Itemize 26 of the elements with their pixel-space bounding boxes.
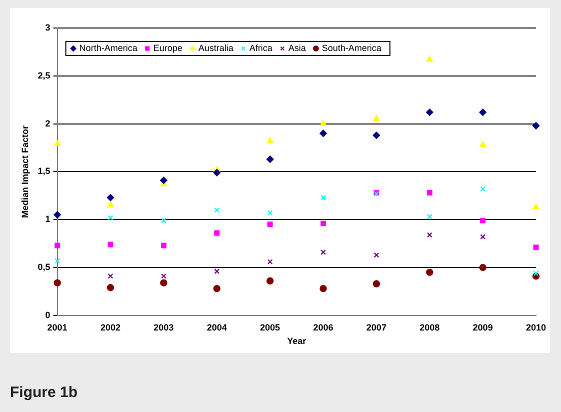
x-tick-label: 2010 — [526, 322, 546, 332]
legend-label: Australia — [198, 42, 234, 53]
x-tick-label: 2004 — [206, 322, 227, 332]
y-axis-title: Median Impact Factor — [20, 124, 30, 218]
x-tick-label: 2002 — [100, 322, 121, 332]
y-tick-label: 3 — [45, 22, 50, 32]
caption: Figure 1b — [10, 384, 78, 401]
y-tick-label: 0,5 — [38, 262, 50, 272]
legend-label: Asia — [288, 42, 306, 53]
legend-label: North-America — [79, 42, 138, 53]
x-tick-label: 2007 — [366, 322, 386, 332]
x-tick-label: 2006 — [313, 322, 334, 332]
x-axis-title: Year — [287, 336, 307, 346]
x-tick-label: 2005 — [260, 322, 280, 332]
x-tick-label: 2009 — [472, 322, 493, 332]
x-tick-label: 2001 — [47, 322, 68, 332]
legend-label: South-America — [322, 42, 382, 53]
y-tick-label: 2,5 — [38, 70, 50, 80]
y-tick-label: 1,5 — [38, 166, 50, 176]
legend-label: Africa — [249, 42, 272, 53]
y-tick-label: 2 — [45, 118, 50, 128]
legend-label: Europe — [153, 42, 182, 53]
y-tick-label: 1 — [45, 214, 50, 224]
x-tick-label: 2008 — [420, 322, 440, 332]
y-tick-label: 0 — [45, 310, 50, 320]
x-tick-label: 2003 — [154, 322, 174, 332]
